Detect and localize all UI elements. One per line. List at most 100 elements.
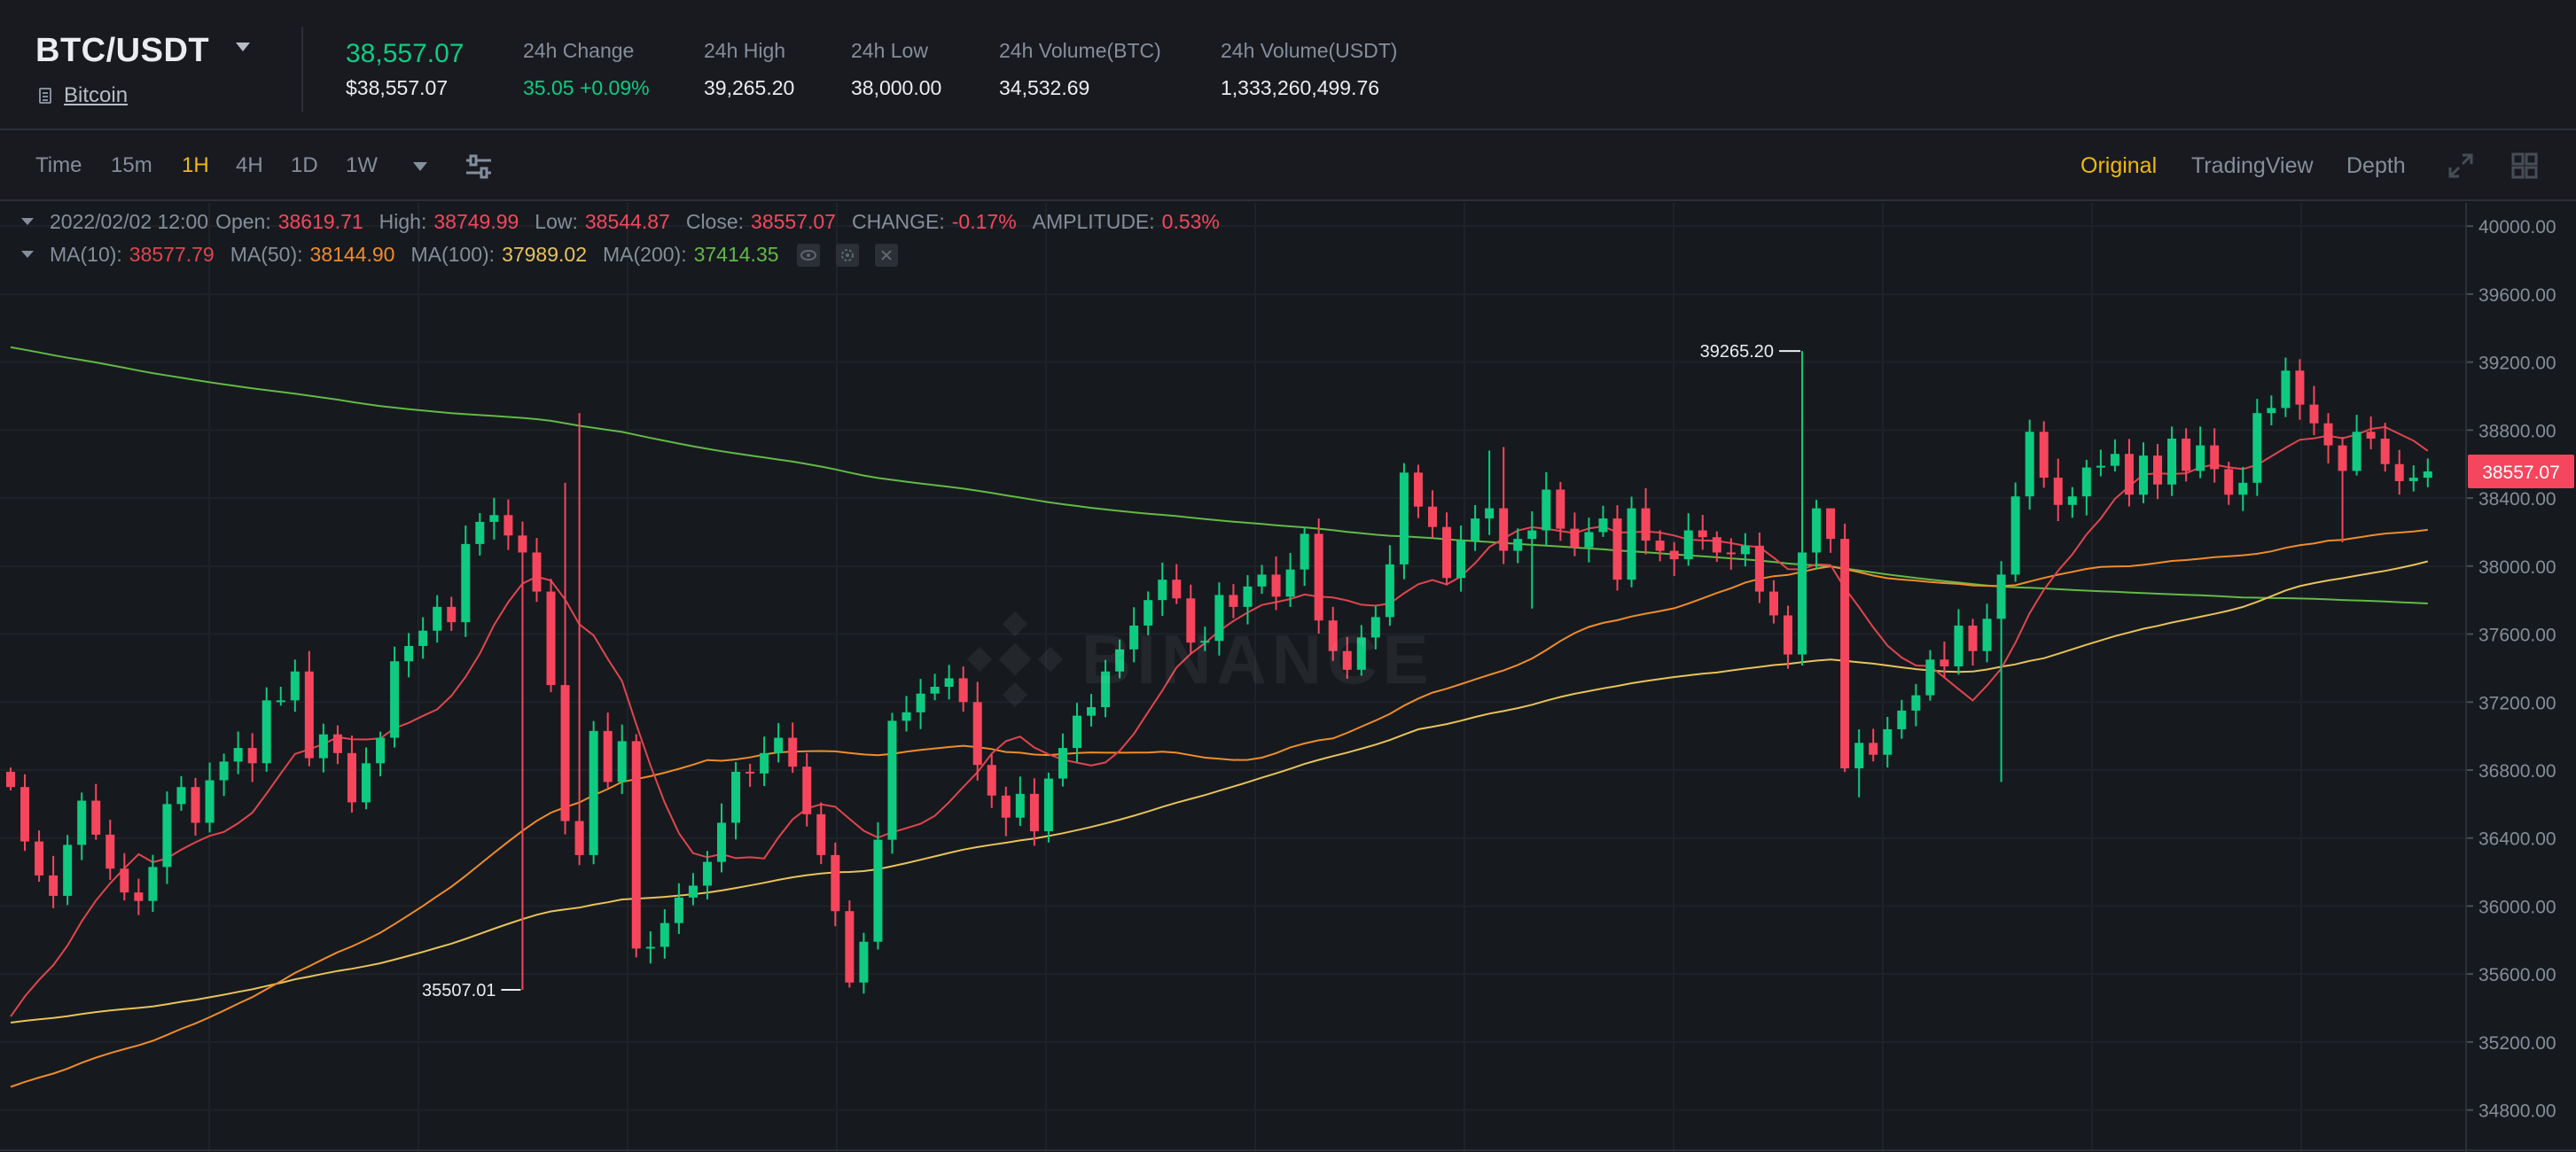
last-price: 38,557.07 [346,39,464,68]
chevron-down-icon[interactable] [236,43,250,51]
stat-24h-volume-btc: 24h Volume(BTC) 34,532.69 [999,39,1161,100]
candle-body [503,515,513,536]
candle-body [987,765,996,796]
candle-body [433,606,442,631]
candle-body [304,671,314,759]
candle-body [390,661,400,738]
candle-body [1385,564,1394,618]
candle-body [49,875,59,896]
candle-body [35,841,44,876]
candle-body [1982,619,1992,651]
candle-body [233,748,243,762]
pair-title[interactable]: BTC/USDT [35,32,210,69]
eye-icon[interactable] [796,243,820,267]
timeframe-1h[interactable]: 1H [182,153,209,177]
candle-body [1172,580,1182,599]
candle-body [2252,413,2262,483]
candle-body [1456,541,1466,579]
candle-body [290,671,300,701]
candle-body [2081,467,2091,497]
candle-body [2096,465,2105,468]
candle-body [2053,478,2063,505]
caret-down-icon[interactable] [21,218,34,225]
candle-body [2366,432,2376,439]
stat-label: 24h Change [523,39,635,62]
candle-body [1399,472,1409,564]
stat-value: 38,000.00 [851,76,942,99]
candle-body [219,761,229,781]
last-price-usd: $38,557.07 [346,76,449,99]
y-tick-label: 35200.00 [2478,1033,2556,1054]
candle-body [318,734,328,759]
caret-down-icon[interactable] [21,251,34,258]
candle-body [1115,649,1125,672]
candle-body [1300,533,1309,570]
candle-body [1001,795,1011,818]
candle-body [972,702,982,766]
candle-body [1754,545,1764,592]
candle-body [1087,707,1097,716]
y-tick-label: 39200.00 [2478,354,2556,374]
view-tab-depth[interactable]: Depth [2346,153,2406,178]
view-tab-tradingview[interactable]: TradingView [2191,153,2314,178]
stat-value: 34,532.69 [999,76,1090,99]
candle-body [1342,650,1352,670]
timeframe-time[interactable]: Time [35,153,82,177]
candle-body [1584,532,1594,548]
candle-body [802,767,812,814]
candle-body [475,521,485,544]
view-tab-original[interactable]: Original [2080,153,2158,178]
chart-canvas[interactable]: 40000.00 39600.00 39200.00 38800.00 38400.00… [0,203,2576,1152]
candle-body [688,885,698,898]
timeframe-15m[interactable]: 15m [111,153,152,177]
timeframe-1w[interactable]: 1W [346,153,378,177]
candle-body [262,700,271,764]
candle-body [1683,530,1693,560]
candle-body [2067,496,2077,505]
high-marker-label: 39265.20 [1700,342,1774,362]
pair-selector[interactable]: BTC/USDT Bitcoin [35,32,301,112]
timeframe-4h[interactable]: 4H [236,153,263,177]
candle-body [2380,438,2390,464]
candle-body [447,606,457,623]
fullscreen-icon[interactable] [2447,152,2475,180]
coin-info-link[interactable]: Bitcoin [39,83,128,108]
candle-body [1954,625,1963,666]
candle-body [1370,617,1380,638]
candle-body [1655,541,1665,551]
candle-body [1200,641,1210,643]
y-tick-label: 37200.00 [2478,693,2556,713]
candle-body [148,867,158,901]
candle-body [831,854,840,912]
coin-name[interactable]: Bitcoin [64,83,129,107]
candle-body [2010,496,2020,575]
timeframe-1d[interactable]: 1D [291,153,318,177]
ma50-line [10,528,2428,1088]
candle-body [205,780,215,823]
candlestick-chart[interactable]: 40000.00 39600.00 39200.00 38800.00 38400.00… [0,203,2576,1152]
candle-body [1356,637,1366,670]
candle-body [191,787,200,823]
candle-body [1485,508,1495,519]
candle-body [930,687,940,694]
candle-body [1826,508,1836,540]
candle-body [1285,569,1295,597]
low-marker-label: 35507.01 [422,981,496,1000]
sliders-icon[interactable] [464,153,493,180]
candle-body [1029,793,1039,832]
grid-layout-icon[interactable] [2510,152,2539,180]
candle-body [1186,598,1196,643]
candle-body [2267,408,2276,414]
candle-body [1968,625,1978,651]
gear-icon[interactable] [835,243,859,267]
candle-body [2394,463,2404,481]
candle-body [1513,539,1523,551]
candle-body [404,645,414,662]
y-tick-label: 36400.00 [2478,829,2556,850]
candle-body [631,741,641,949]
close-icon[interactable] [874,243,898,267]
stat-label: 24h Volume(USDT) [1221,39,1398,62]
chevron-down-icon[interactable] [413,162,427,171]
candle-body [617,741,627,782]
candle-body [162,804,172,868]
